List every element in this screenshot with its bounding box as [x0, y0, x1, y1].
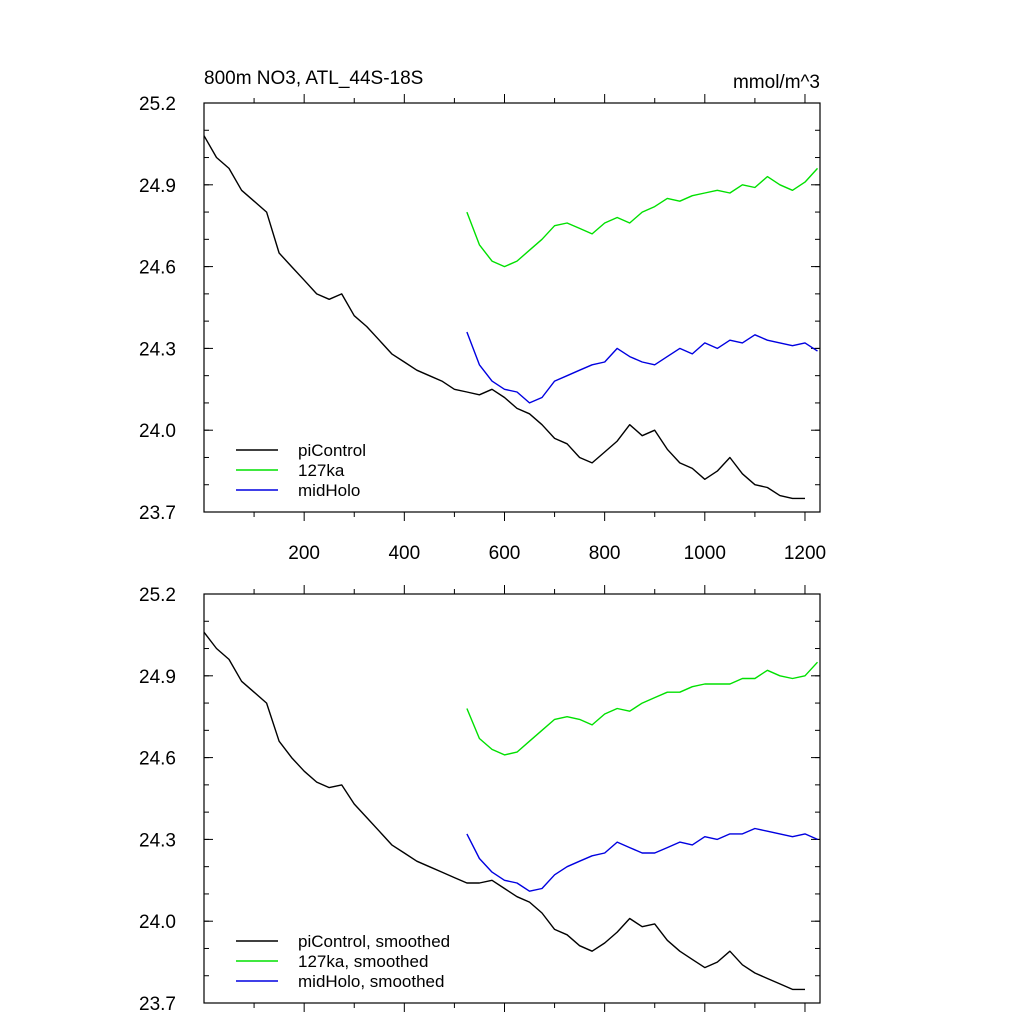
- y-tick-label: 24.3: [139, 830, 176, 851]
- y-tick-label: 24.9: [139, 176, 176, 197]
- panel-top-title: 800m NO3, ATL_44S-18S: [204, 68, 423, 89]
- y-tick-label: 23.7: [139, 503, 176, 524]
- panel-bottom-lines: [203, 631, 819, 991]
- legend-label-0: piControl, smoothed: [298, 932, 450, 951]
- series-line-2: [466, 331, 818, 404]
- panel-bottom-axes: 23.7 24.0 24.3 24.6 24.9 25.2: [139, 585, 820, 1015]
- panel-top-lines: [203, 135, 819, 500]
- series-line-1: [466, 661, 819, 756]
- x-tick-label: 600: [489, 543, 521, 564]
- series-line-1: [466, 167, 819, 268]
- y-tick-label: 24.9: [139, 667, 176, 688]
- series-line-2: [466, 827, 818, 892]
- legend-label-1: 127ka: [298, 461, 345, 480]
- y-tick-label: 24.6: [139, 258, 176, 279]
- legend-label-2: midHolo, smoothed: [298, 972, 444, 991]
- y-tick-label: 24.0: [139, 421, 176, 442]
- x-tick-label: 800: [589, 543, 621, 564]
- x-tick-label: 200: [288, 543, 320, 564]
- panel-top-axes: 23.7 24.0 24.3 24.6 24.9 25.2 200 400 600 800 1000…: [139, 94, 826, 564]
- panel-top-units: mmol/m^3: [733, 72, 820, 93]
- series-line-0: [203, 631, 805, 991]
- panel-top-frame: [203, 102, 821, 513]
- panel-top: 800m NO3, ATL_44S-18S mmol/m^3 23.724.02…: [139, 68, 826, 564]
- panel-bottom: 23.7 24.0 24.3 24.6 24.9 25.2 piControl, smoo…: [139, 585, 821, 1015]
- series-line-0: [203, 135, 805, 500]
- legend-label-1: 127ka, smoothed: [298, 952, 428, 971]
- panel-bottom-frame: [203, 593, 821, 1004]
- legend-label-0: piControl: [298, 441, 366, 460]
- x-tick-label: 1000: [684, 543, 726, 564]
- x-tick-label: 1200: [784, 543, 826, 564]
- y-tick-label: 24.0: [139, 912, 176, 933]
- y-tick-label: 25.2: [139, 94, 176, 115]
- x-tick-label: 400: [388, 543, 420, 564]
- y-tick-label: 24.6: [139, 749, 176, 770]
- legend-label-2: midHolo: [298, 481, 360, 500]
- y-tick-label: 25.2: [139, 585, 176, 606]
- y-tick-label: 23.7: [139, 994, 176, 1015]
- y-tick-label: 24.3: [139, 339, 176, 360]
